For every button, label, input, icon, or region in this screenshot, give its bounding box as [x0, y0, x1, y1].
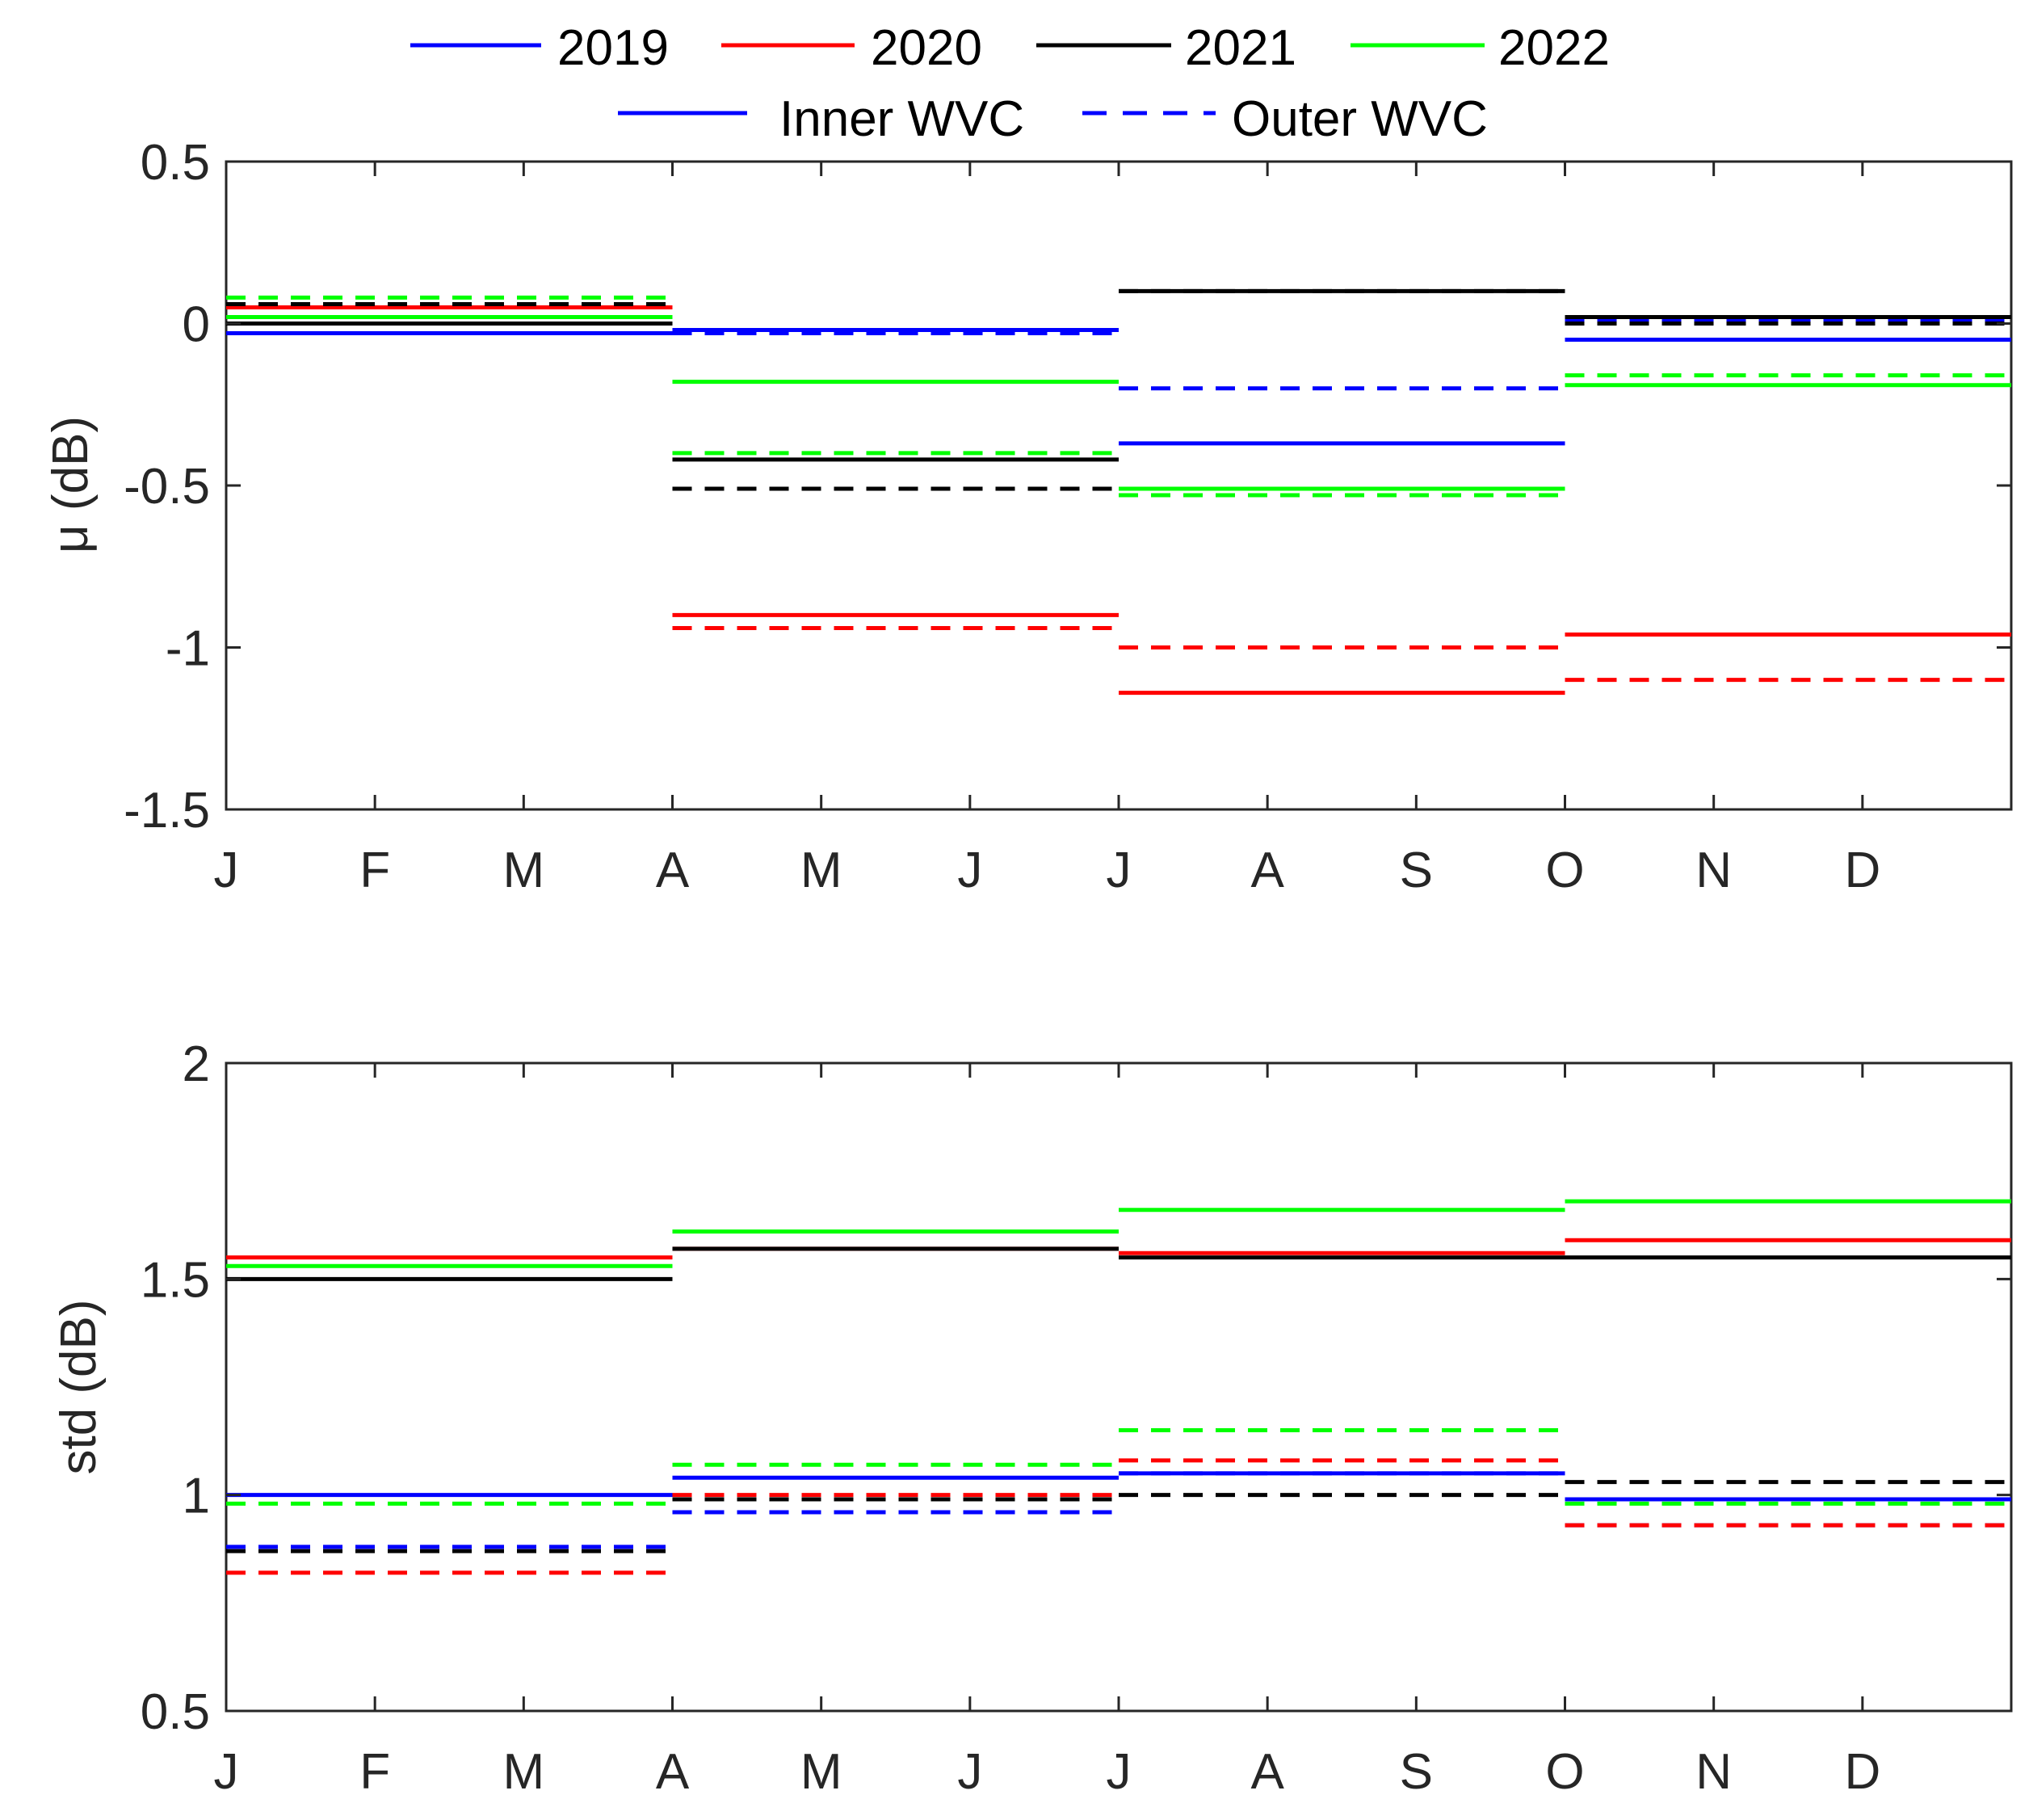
x-tick-label: D [1844, 1744, 1880, 1800]
x-tick-label: O [1545, 843, 1584, 898]
x-tick-label: M [800, 843, 842, 898]
x-tick-label: J [214, 1744, 239, 1800]
x-tick-label: S [1400, 843, 1433, 898]
x-tick-label: J [957, 843, 982, 898]
std-plot-frame [225, 1061, 2013, 1713]
legend: 2019 2020 2021 2022 Inner WVC Outer WVC [410, 20, 1610, 147]
y-tick-label: -1 [166, 621, 210, 677]
x-tick-label: F [359, 1744, 390, 1800]
x-tick-label: N [1695, 843, 1732, 898]
x-tick-label: A [656, 1744, 690, 1800]
y-tick-label: -1.5 [124, 783, 210, 839]
x-tick-label: D [1844, 843, 1880, 898]
y-tick-label: -0.5 [124, 459, 210, 515]
x-tick-label: M [503, 1744, 545, 1800]
y-tick-label: 0 [183, 297, 210, 353]
legend-label-outer-wvc: Outer WVC [1232, 91, 1488, 147]
x-tick-label: S [1400, 1744, 1433, 1800]
mean-plot-frame [225, 160, 2013, 811]
legend-label-2020: 2020 [871, 20, 982, 76]
x-tick-label: J [1107, 1744, 1132, 1800]
legend-label-2022: 2022 [1498, 20, 1610, 76]
y-tick-label: 1 [183, 1469, 210, 1524]
x-tick-label: J [1107, 843, 1132, 898]
y-tick-label: 0.5 [141, 135, 210, 191]
x-tick-label: M [503, 843, 545, 898]
x-tick-label: O [1545, 1744, 1584, 1800]
x-tick-label: J [214, 843, 239, 898]
legend-label-2019: 2019 [557, 20, 669, 76]
mean-y-axis-label: μ (dB) [43, 416, 99, 553]
x-tick-label: M [800, 1744, 842, 1800]
x-tick-label: N [1695, 1744, 1732, 1800]
y-tick-label: 2 [183, 1036, 210, 1092]
std-axes: 2 1.5 1 0.5 J F M A M J J A S O N D std (dB) [51, 1036, 2013, 1800]
x-tick-label: A [656, 843, 690, 898]
std-y-axis-label: std (dB) [51, 1299, 107, 1474]
x-tick-label: A [1250, 1744, 1284, 1800]
x-tick-label: F [359, 843, 390, 898]
y-tick-label: 1.5 [141, 1252, 210, 1308]
x-tick-label: A [1250, 843, 1284, 898]
legend-label-2021: 2021 [1185, 20, 1296, 76]
x-tick-label: J [957, 1744, 982, 1800]
mean-axes: 0.5 0 -0.5 -1 -1.5 J F M A M J J A S O N D μ (dB) [43, 135, 2013, 898]
y-tick-label: 0.5 [141, 1684, 210, 1740]
legend-label-inner-wvc: Inner WVC [779, 91, 1024, 147]
